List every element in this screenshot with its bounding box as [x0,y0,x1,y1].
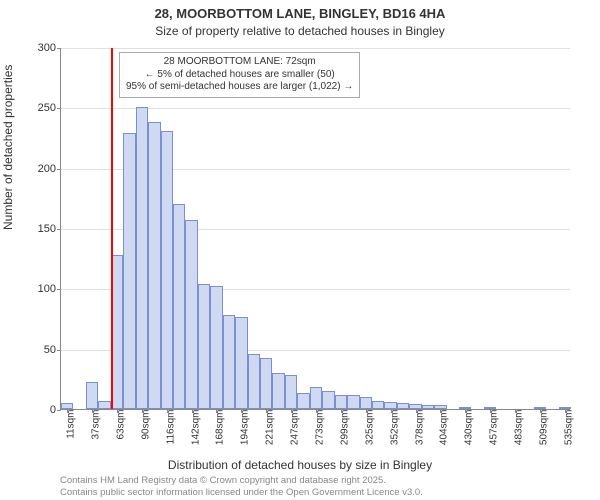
y-axis-label: Number of detached properties [1,65,15,230]
chart-container: 28, MOORBOTTOM LANE, BINGLEY, BD16 4HA S… [0,0,600,500]
ytick-mark [57,48,61,49]
histogram-bar [210,286,222,409]
annotation-line-1: 28 MOORBOTTOM LANE: 72sqm [126,56,353,69]
xtick-label: 168sqm [215,410,226,446]
xtick-label: 116sqm [165,410,176,445]
plot-area: 28 MOORBOTTOM LANE: 72sqm ← 5% of detach… [60,48,570,410]
xtick-label: 457sqm [489,410,500,446]
histogram-bar [335,395,347,409]
xtick-label: 404sqm [439,410,450,446]
histogram-bar [285,375,297,409]
histogram-bar [384,402,396,409]
annotation-box: 28 MOORBOTTOM LANE: 72sqm ← 5% of detach… [119,52,360,98]
histogram-bar [173,204,185,409]
xtick-label: 535sqm [563,410,574,446]
histogram-bar [198,284,210,409]
histogram-bar [397,403,409,409]
gridline [61,48,570,49]
xtick-label: 430sqm [464,410,475,446]
histogram-bar [223,315,235,409]
histogram-bar [98,401,110,409]
ytick-mark [57,410,61,411]
footer-line-1: Contains HM Land Registry data © Crown c… [60,475,423,486]
footer: Contains HM Land Registry data © Crown c… [60,475,423,498]
page-title: 28, MOORBOTTOM LANE, BINGLEY, BD16 4HA [0,0,600,23]
histogram-bar [422,405,434,409]
xtick-label: 352sqm [389,410,400,446]
xtick-label: 273sqm [315,410,326,446]
histogram-bar [347,395,359,409]
ytick-mark [57,289,61,290]
ytick-label: 100 [16,283,56,295]
histogram-bar [272,373,284,409]
annotation-line-3: 95% of semi-detached houses are larger (… [126,81,353,94]
xtick-label: 299sqm [339,410,350,446]
xtick-label: 63sqm [115,410,126,440]
ytick-mark [57,229,61,230]
xtick-label: 37sqm [91,410,102,440]
histogram-bar [123,133,135,409]
ytick-label: 50 [16,344,56,356]
ytick-mark [57,350,61,351]
page-subtitle: Size of property relative to detached ho… [0,24,600,38]
xtick-label: 378sqm [414,410,425,446]
histogram-bar [360,397,372,409]
xtick-label: 509sqm [538,410,549,446]
histogram-bar [161,131,173,409]
xtick-label: 11sqm [66,410,77,439]
ytick-mark [57,108,61,109]
xtick-label: 325sqm [364,410,375,446]
histogram-bar [297,393,309,409]
xtick-label: 483sqm [514,410,525,446]
histogram-bar [260,358,272,409]
ytick-label: 250 [16,102,56,114]
xtick-label: 247sqm [290,410,301,446]
ytick-label: 300 [16,42,56,54]
ytick-label: 0 [16,404,56,416]
xtick-label: 221sqm [265,410,276,446]
xtick-label: 142sqm [190,410,201,446]
histogram-bar [372,401,384,409]
histogram-bar [148,122,160,409]
ytick-label: 150 [16,223,56,235]
xtick-label: 194sqm [240,410,251,446]
histogram-bar [322,391,334,409]
histogram-bar [136,107,148,409]
x-axis-label: Distribution of detached houses by size … [0,458,600,472]
footer-line-2: Contains public sector information licen… [60,487,423,498]
histogram-bar [235,317,247,409]
xtick-label: 90sqm [140,410,151,440]
histogram-bar [248,354,260,410]
ytick-label: 200 [16,163,56,175]
ytick-mark [57,169,61,170]
histogram-bar [310,387,322,409]
histogram-bar [86,382,98,409]
histogram-bar [185,220,197,409]
annotation-line-2: ← 5% of detached houses are smaller (50) [126,69,353,82]
property-marker-line [111,48,113,409]
